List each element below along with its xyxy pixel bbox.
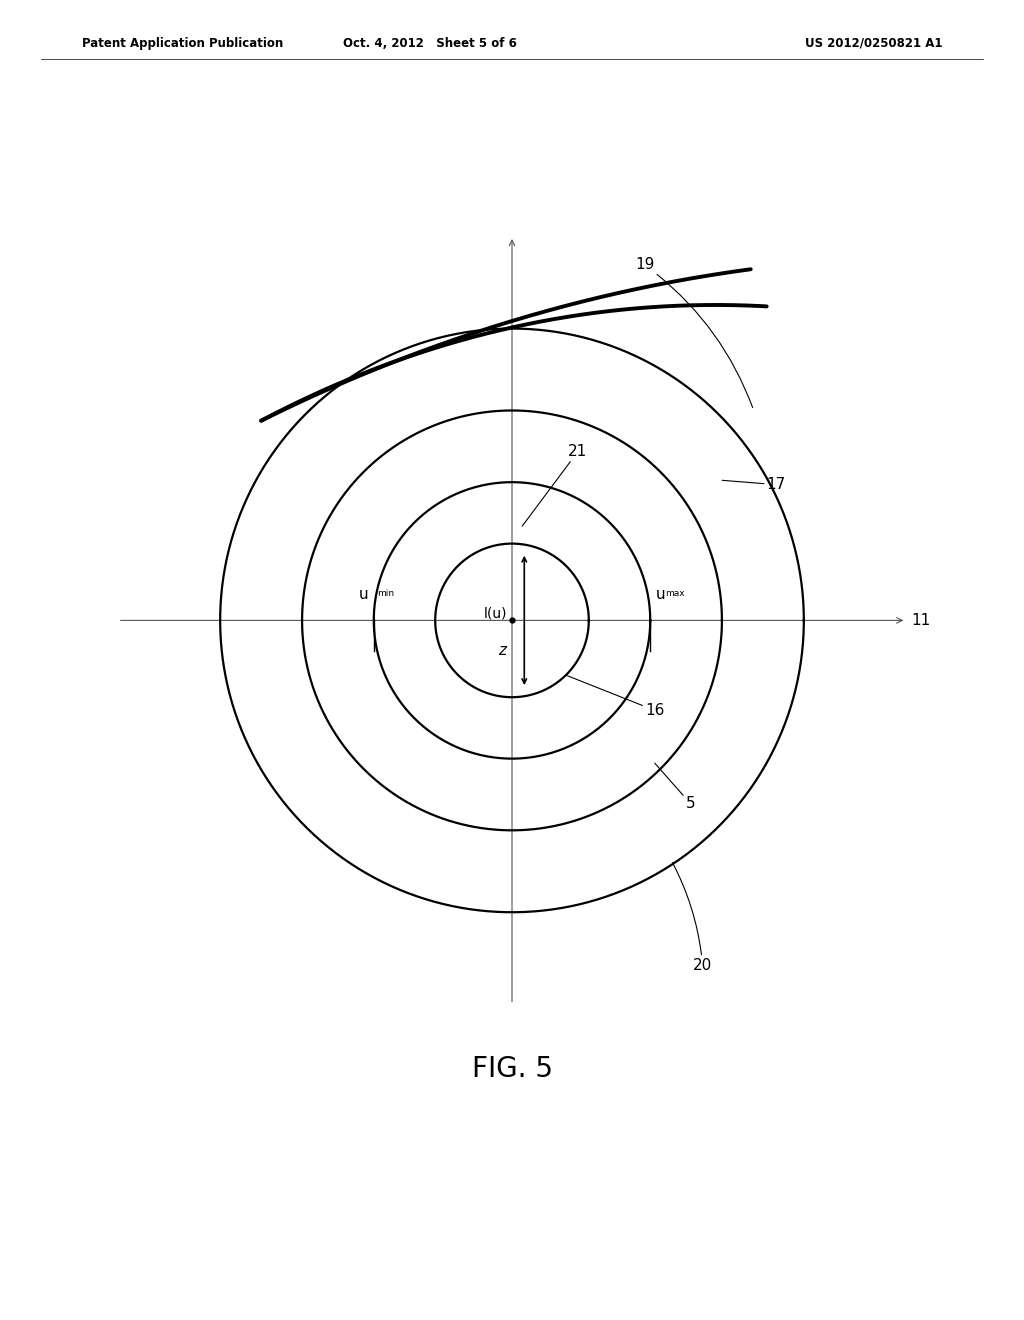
Text: 20: 20: [673, 863, 712, 973]
Text: 5: 5: [654, 763, 695, 812]
Text: u: u: [359, 587, 369, 602]
Text: 16: 16: [567, 676, 665, 718]
Text: Oct. 4, 2012   Sheet 5 of 6: Oct. 4, 2012 Sheet 5 of 6: [343, 37, 517, 50]
Text: FIG. 5: FIG. 5: [471, 1055, 553, 1084]
Text: US 2012/0250821 A1: US 2012/0250821 A1: [805, 37, 942, 50]
Text: 21: 21: [522, 444, 588, 527]
Text: l(u): l(u): [483, 607, 507, 620]
Text: max: max: [666, 589, 685, 598]
Text: u: u: [655, 587, 665, 602]
Text: 17: 17: [722, 477, 785, 492]
Text: Patent Application Publication: Patent Application Publication: [82, 37, 284, 50]
Text: 11: 11: [911, 612, 931, 628]
Text: z: z: [498, 643, 506, 657]
Text: min: min: [377, 589, 394, 598]
Text: 19: 19: [635, 257, 753, 408]
